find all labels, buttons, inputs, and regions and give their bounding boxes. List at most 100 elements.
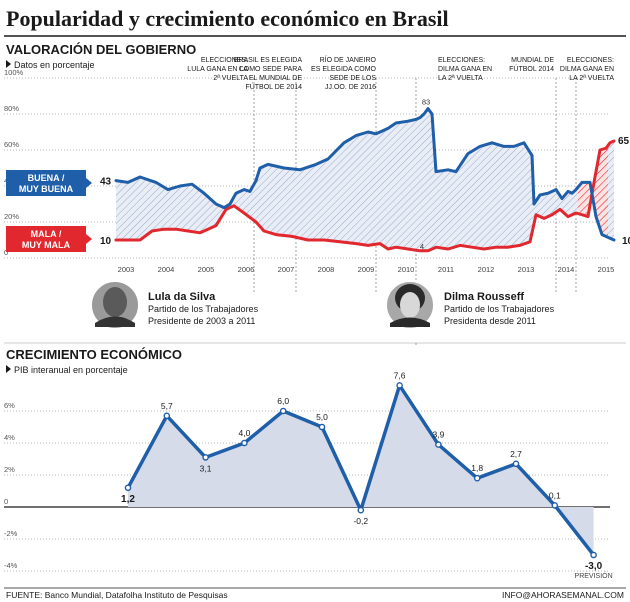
event-label: ES ELEGIDA COMO — [311, 66, 377, 73]
event-label: LULA GANA EN LA — [187, 66, 248, 73]
x-tick-label: 2005 — [198, 265, 215, 274]
footer-source: FUENTE: Banco Mundial, Datafolha Institu… — [6, 590, 228, 600]
gdp-value-label: 3,9 — [432, 430, 444, 440]
gdp-point — [551, 502, 559, 509]
dilma-party: Partido de los Trabajadores — [444, 304, 555, 314]
lula-term: Presidente de 2003 a 2011 — [148, 316, 255, 326]
y-tick-label: 6% — [4, 401, 15, 410]
y-tick-label: 0 — [4, 497, 8, 506]
gdp-point — [512, 460, 520, 468]
lula-party: Partido de los Trabajadores — [148, 304, 259, 314]
x-tick-label: 2007 — [278, 265, 295, 274]
value-label: 10 — [622, 236, 630, 247]
page-title: Popularidad y crecimiento económico en B… — [6, 6, 449, 31]
gdp-point — [357, 506, 365, 514]
gdp-value-label: 1,2 — [121, 494, 135, 505]
x-tick-label: 2004 — [158, 265, 175, 274]
series-line-mala — [114, 139, 616, 253]
event-label: 2ª VUELTA — [213, 75, 248, 82]
event-markers: ELECCIONES: LULA GANA EN LA 2ª VUELTA BRASI… — [187, 55, 614, 292]
legend-label: BUENA / — [28, 173, 65, 183]
y-tick-label: -4% — [4, 561, 18, 570]
x-tick-label: 2006 — [238, 265, 255, 274]
event-label: DILMA GANA EN — [560, 66, 614, 73]
gdp-value-label: 4,0 — [238, 428, 250, 438]
series-line-buena — [114, 107, 616, 242]
lula-name: Lula da Silva — [148, 291, 216, 303]
y-tick-label: 0 — [4, 248, 8, 257]
gdp-point — [279, 407, 287, 415]
x-tick-label: 2009 — [358, 265, 375, 274]
gdp-value-label: 1,8 — [471, 463, 483, 473]
y-tick-label: 4% — [4, 433, 15, 442]
section1-title: VALORACIÓN DEL GOBIERNO — [6, 42, 196, 57]
gdp-point — [396, 382, 403, 389]
event-label: COMO SEDE PARA — [239, 66, 303, 73]
y-tick-label: -2% — [4, 529, 18, 538]
value-label: 43 — [100, 177, 112, 188]
x-tick-label: 2014 — [558, 265, 575, 274]
event-label: LA 2ª VUELTA — [569, 75, 614, 82]
event-label: BRASIL ES ELEGIDA — [234, 57, 303, 64]
legend-label: MUY BUENA — [19, 184, 74, 194]
event-label: JJ.OO. DE 2016 — [325, 84, 376, 91]
dilma-face — [400, 292, 420, 318]
gdp-value-label: 7,6 — [394, 370, 406, 380]
x-tick-label: 2011 — [438, 265, 454, 274]
person-lula: Lula da Silva Partido de los Trabajadore… — [90, 280, 259, 330]
event-label: DILMA GANA EN — [438, 66, 492, 73]
value-label: 65 — [618, 136, 630, 147]
x-tick-label: 2015 — [598, 265, 615, 274]
dilma-name: Dilma Rousseff — [444, 291, 524, 303]
triangle-icon — [6, 365, 11, 373]
value-label: 83 — [422, 98, 430, 107]
lula-face — [103, 287, 127, 317]
approval-lines — [114, 107, 616, 253]
gdp-value-label: 6,0 — [277, 396, 289, 406]
legend-box — [6, 226, 86, 252]
legend-buena: BUENA /MUY BUENA — [6, 170, 92, 196]
event-label: FÚTBOL DE 2014 — [245, 82, 302, 91]
event-label: FÚTBOL 2014 — [509, 64, 554, 73]
section1-subtitle: Datos en porcentaje — [14, 60, 95, 70]
event-label: SEDE DE LOS — [329, 75, 376, 82]
gdp-value-label: 2,7 — [510, 449, 522, 459]
legend-box — [6, 170, 86, 196]
approval-labels: BUENA /MUY BUENA MALA /MUY MALA 43 10 10 65 83… — [6, 98, 630, 252]
x-tick-label: 2013 — [518, 265, 535, 274]
approval-x-axis: 2003 2004 2005 2006 2007 2008 2009 2010 2011 2012… — [118, 265, 615, 274]
legend-mala: MALA /MUY MALA — [6, 226, 92, 252]
gdp-point — [163, 412, 171, 420]
legend-label: MUY MALA — [22, 240, 71, 250]
gdp-point — [202, 454, 209, 461]
gdp-value-label: 3,1 — [200, 463, 212, 473]
gdp-point — [124, 484, 132, 492]
dilma-term: Presidenta desde 2011 — [444, 316, 536, 326]
legend-pointer — [86, 178, 92, 188]
footer-contact: INFO@AHORASEMANAL.COM — [502, 590, 624, 600]
x-tick-label: 2012 — [478, 265, 495, 274]
gdp-points: 1,2 5,7 3,1 4,0 6,0 5,0 -0,2 7,6 3,9 1,8 2,7 0,1 -3,… — [121, 370, 613, 580]
forecast-note: PREVISIÓN — [575, 571, 613, 580]
gdp-point — [435, 441, 442, 448]
section2-title: CRECIMIENTO ECONÓMICO — [6, 347, 182, 362]
x-tick-label: 2010 — [398, 265, 415, 274]
gdp-value-label: 5,7 — [161, 401, 173, 411]
event-label: LA 2ª VUELTA — [438, 75, 483, 82]
value-label: 10 — [100, 236, 112, 247]
gap-area — [116, 108, 614, 251]
section2-subtitle: PIB interanual en porcentaje — [14, 365, 128, 375]
gdp-point — [241, 439, 248, 447]
lula-shoulders — [95, 316, 135, 327]
approval-gap-area — [116, 108, 614, 251]
gdp-value-label: 0,1 — [549, 490, 561, 500]
event-label: RÍO DE JANEIRO — [320, 55, 377, 64]
gdp-value-label: 5,0 — [316, 412, 328, 422]
y-tick-label: 100% — [4, 68, 24, 77]
event-label: ELECCIONES: — [438, 57, 485, 64]
y-tick-label: 80% — [4, 104, 19, 113]
y-tick-label: 2% — [4, 465, 15, 474]
event-label: ELECCIONES: — [567, 57, 614, 64]
